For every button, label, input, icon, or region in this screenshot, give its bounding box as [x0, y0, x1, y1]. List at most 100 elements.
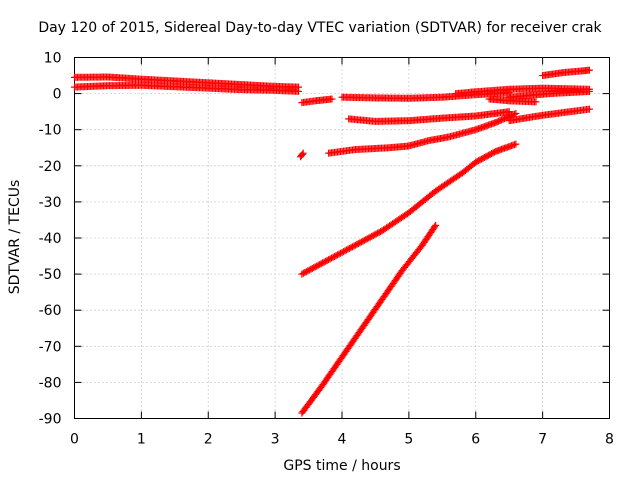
data-point: [307, 265, 315, 273]
data-series-10: [505, 105, 593, 125]
data-point: [357, 238, 365, 246]
data-point: [341, 247, 349, 255]
data-point: [334, 251, 342, 259]
data-point: [325, 256, 333, 264]
data-point: [331, 252, 339, 260]
data-point: [301, 268, 309, 276]
data-point: [329, 253, 337, 261]
y-tick-label: -50: [39, 267, 62, 283]
data-point: [342, 246, 350, 254]
y-tick-label: 0: [53, 87, 62, 103]
data-point: [298, 150, 306, 158]
data-point: [362, 236, 370, 244]
data-point: [295, 87, 303, 95]
y-tick-label: -20: [39, 159, 62, 175]
data-point: [322, 257, 330, 265]
x-tick-label: 7: [538, 432, 547, 448]
x-tick-label: 0: [70, 432, 79, 448]
data-point: [371, 231, 379, 239]
data-series-3: [298, 95, 336, 107]
data-point: [326, 255, 334, 263]
data-point: [298, 270, 306, 278]
data-point: [372, 230, 380, 238]
data-point: [310, 264, 318, 272]
data-point: [308, 264, 316, 272]
data-point: [316, 260, 324, 268]
data-point: [431, 223, 439, 231]
data-point: [311, 263, 319, 271]
data-series-13: [298, 140, 520, 278]
data-point: [368, 232, 376, 240]
data-point: [299, 269, 307, 277]
data-point: [345, 244, 353, 252]
data-point: [347, 244, 355, 252]
data-point: [337, 249, 345, 257]
data-point: [314, 261, 322, 269]
data-point: [585, 66, 593, 74]
data-series-1: [71, 73, 303, 91]
x-axis-label: GPS time / hours: [283, 458, 401, 474]
x-tick-label: 2: [204, 432, 213, 448]
data-point: [432, 221, 440, 229]
data-point: [304, 267, 312, 275]
data-point: [328, 95, 336, 103]
data-series-12: [297, 149, 307, 161]
data-point: [363, 235, 371, 243]
y-tick-label: -60: [39, 303, 62, 319]
data-series-8: [485, 95, 540, 106]
data-point: [332, 252, 340, 260]
data-point: [350, 242, 358, 250]
data-point: [585, 105, 593, 113]
data-series-2: [71, 81, 303, 95]
y-tick-label: -10: [39, 123, 62, 139]
data-point: [374, 229, 382, 237]
data-point: [338, 248, 346, 256]
data-series-11: [325, 109, 520, 157]
data-point: [319, 259, 327, 267]
data-point: [354, 240, 362, 248]
x-tick-label: 3: [271, 432, 280, 448]
y-tick-label: 10: [44, 51, 62, 67]
data-series-4: [345, 108, 513, 125]
data-point: [305, 266, 313, 274]
x-tick-label: 5: [404, 432, 413, 448]
y-tick-label: -30: [39, 195, 62, 211]
data-point: [320, 258, 328, 266]
data-series-7: [505, 87, 593, 101]
chart-title: Day 120 of 2015, Sidereal Day-to-day VTE…: [38, 20, 602, 36]
data-point: [512, 109, 520, 117]
data-point: [359, 237, 367, 245]
data-point: [302, 268, 310, 276]
data-point: [348, 243, 356, 251]
x-tick-label: 4: [338, 432, 347, 448]
y-tick-label: -90: [39, 412, 62, 428]
data-point: [510, 110, 518, 118]
y-tick-label: -70: [39, 339, 62, 355]
data-point: [366, 233, 374, 241]
data-point: [369, 232, 377, 240]
data-point: [375, 228, 383, 236]
data-point: [317, 260, 325, 268]
data-series-9: [539, 66, 593, 80]
data-point: [339, 248, 347, 256]
data-point: [313, 262, 321, 270]
y-axis-label: SDTVAR / TECUs: [7, 179, 23, 295]
y-tick-label: -80: [39, 375, 62, 391]
x-tick-label: 8: [605, 432, 614, 448]
data-point: [323, 256, 331, 264]
data-point: [365, 234, 373, 242]
x-tick-label: 6: [471, 432, 480, 448]
data-point: [512, 140, 520, 148]
data-point: [335, 250, 343, 258]
grid: [74, 57, 610, 419]
data-point: [344, 245, 352, 253]
data-point: [328, 254, 336, 262]
axis-ticks: 0 1 2 3 4 5 6 7 8 10 0 -10 -20 -30 -40 -50 -60 -70 -80 -90: [39, 51, 614, 448]
data-point: [585, 87, 593, 95]
data-series-14: [298, 221, 440, 417]
x-tick-label: 1: [137, 432, 146, 448]
data-marks: [71, 66, 593, 417]
y-tick-label: -40: [39, 231, 62, 247]
data-point: [360, 236, 368, 244]
